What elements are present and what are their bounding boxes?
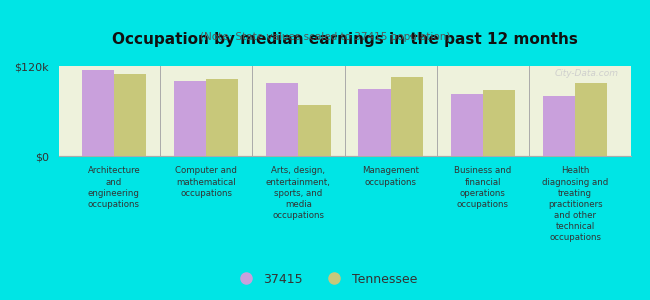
Bar bbox=[358, 88, 391, 156]
Text: (Note: State values scaled to 37415 population): (Note: State values scaled to 37415 popu… bbox=[200, 32, 450, 41]
Bar bbox=[450, 94, 483, 156]
Bar bbox=[391, 77, 423, 156]
Bar bbox=[266, 82, 298, 156]
Bar bbox=[114, 74, 146, 156]
Title: Occupation by median earnings in the past 12 months: Occupation by median earnings in the pas… bbox=[112, 32, 577, 47]
Bar bbox=[81, 70, 114, 156]
Text: City-Data.com: City-Data.com bbox=[555, 69, 619, 78]
Legend: 37415, Tennessee: 37415, Tennessee bbox=[228, 268, 422, 291]
Bar bbox=[298, 105, 331, 156]
Bar bbox=[174, 81, 206, 156]
Bar bbox=[206, 79, 239, 156]
Bar bbox=[575, 82, 608, 156]
Bar bbox=[483, 90, 515, 156]
Bar bbox=[543, 96, 575, 156]
